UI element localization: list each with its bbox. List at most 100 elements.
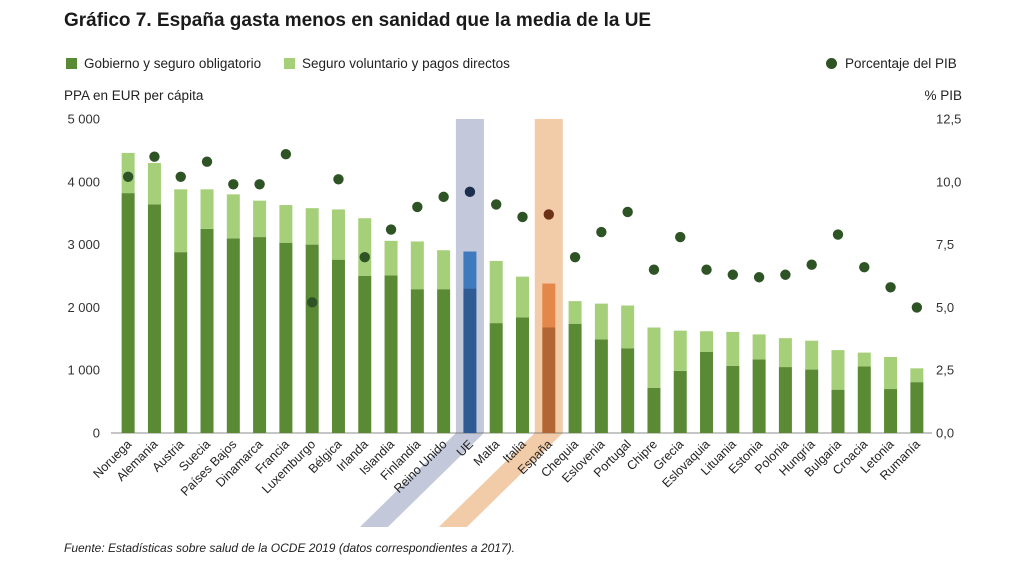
bar-gobierno <box>700 351 714 433</box>
pib-point <box>569 251 581 263</box>
right-tick-label: 5,0 <box>936 300 954 315</box>
chart-plot: 0 1 000 2 000 3 000 4 000 5 000 0,0 2,5 5,0 7,5 10… <box>67 112 961 527</box>
bar-gobierno <box>752 359 766 433</box>
highlight-band-eu <box>359 119 484 527</box>
bar-voluntario <box>226 194 240 239</box>
bar-gobierno <box>805 369 819 433</box>
bar-voluntario <box>673 330 687 371</box>
bar-gobierno <box>884 389 898 433</box>
bar-gobierno <box>726 365 740 433</box>
bar-voluntario <box>594 303 608 340</box>
legend-label-gov: Gobierno y seguro obligatorio <box>84 56 262 71</box>
bar-voluntario <box>305 208 319 245</box>
pib-point <box>280 148 292 160</box>
right-tick-label: 10,0 <box>936 174 961 189</box>
pib-point <box>175 171 186 182</box>
left-axis-title: PPA en EUR per cápita <box>64 88 204 103</box>
bar-voluntario <box>410 241 424 290</box>
bar-gobierno <box>910 382 924 433</box>
legend-label-vol: Seguro voluntario y pagos directos <box>302 56 510 71</box>
pib-point <box>254 179 265 190</box>
bar-voluntario <box>437 250 451 290</box>
bar-voluntario <box>621 305 635 349</box>
bar-voluntario <box>279 205 293 243</box>
pib-point <box>911 302 923 313</box>
bar-gobierno <box>831 389 845 433</box>
bar-voluntario <box>542 283 556 328</box>
bar-gobierno <box>437 289 451 433</box>
pib-point <box>464 186 476 198</box>
bar-voluntario <box>910 368 924 383</box>
bar-gobierno <box>516 317 529 433</box>
right-tick-label: 12,5 <box>936 112 961 127</box>
pib-point <box>727 269 739 280</box>
left-tick-label: 0 <box>93 426 100 441</box>
left-tick-label: 4 000 <box>67 174 100 189</box>
pib-point <box>780 269 791 280</box>
bar-gobierno <box>410 289 424 433</box>
bar-voluntario <box>384 240 398 276</box>
bar-voluntario <box>174 189 188 253</box>
right-axis-title: % PIB <box>924 88 962 103</box>
bar-voluntario <box>752 334 766 360</box>
bar-gobierno <box>673 370 687 433</box>
bar-voluntario <box>647 327 661 388</box>
bar-gobierno <box>253 237 267 433</box>
legend-swatch-gov <box>66 58 77 69</box>
bar-gobierno <box>463 288 477 433</box>
bar-voluntario <box>200 189 214 229</box>
pib-point <box>491 199 502 210</box>
source-note: Fuente: Estadísticas sobre salud de la O… <box>64 541 515 555</box>
pib-point <box>596 226 607 238</box>
pib-point <box>806 259 817 270</box>
bar-gobierno <box>621 348 635 433</box>
pib-point <box>675 231 686 243</box>
right-tick-label: 7,5 <box>936 237 954 252</box>
pib-point <box>543 209 554 220</box>
bar-voluntario <box>516 276 529 318</box>
bar-gobierno <box>489 323 503 433</box>
bar-gobierno <box>305 244 319 433</box>
pib-point <box>122 171 134 182</box>
pib-point <box>859 262 870 273</box>
pib-point <box>648 264 660 275</box>
bar-gobierno <box>226 238 240 433</box>
bar-gobierno <box>384 275 398 433</box>
pib-point <box>306 297 318 308</box>
pib-point <box>438 191 449 203</box>
bar-voluntario <box>884 357 898 390</box>
pib-point <box>832 229 844 240</box>
bar-gobierno <box>568 323 582 433</box>
bar-voluntario <box>778 338 792 368</box>
bar-gobierno <box>358 276 372 433</box>
bar-voluntario <box>358 218 372 276</box>
bar-voluntario <box>331 209 345 260</box>
bar-voluntario <box>568 301 582 324</box>
bar-gobierno <box>594 339 608 433</box>
bar-gobierno <box>542 327 556 433</box>
bar-gobierno <box>647 387 661 433</box>
left-tick-label: 5 000 <box>67 112 100 127</box>
pib-point <box>622 206 633 218</box>
legend-gov: Gobierno y seguro obligatorio <box>66 56 261 71</box>
bar-voluntario <box>726 331 740 366</box>
legend-marker-pib <box>826 58 837 69</box>
bar-voluntario <box>831 350 845 390</box>
right-tick-label: 2,5 <box>936 363 954 378</box>
chart-title: Gráfico 7. España gasta menos en sanidad… <box>64 10 652 31</box>
pib-point <box>149 151 160 162</box>
bar-gobierno <box>147 204 161 433</box>
bar-gobierno <box>174 252 188 433</box>
pib-point <box>753 272 765 283</box>
bar-gobierno <box>121 193 135 433</box>
bar-voluntario <box>253 200 267 238</box>
legend-label-pib: Porcentaje del PIB <box>845 56 957 71</box>
bar-gobierno <box>279 242 293 433</box>
highlight-band-es <box>438 119 563 527</box>
left-tick-label: 3 000 <box>67 237 100 252</box>
pib-point <box>333 174 344 185</box>
category-label: Malta <box>471 437 503 469</box>
legend-vol: Seguro voluntario y pagos directos <box>284 56 510 71</box>
bar-voluntario <box>147 162 161 205</box>
bar-voluntario <box>805 340 819 370</box>
